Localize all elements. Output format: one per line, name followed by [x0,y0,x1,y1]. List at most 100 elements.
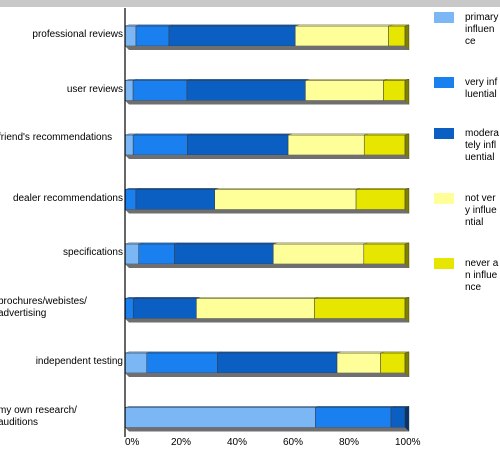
legend-swatch [434,193,454,204]
bar-segment [187,134,289,156]
bar-bottom-face [125,209,409,214]
bar-side-face [404,133,410,160]
x-tick-label: 100% [395,437,421,448]
bar-segment [294,25,389,47]
bar-segment-top [364,133,410,136]
bar-side-face [404,297,410,323]
bar-side-face [404,406,410,432]
bar-segment [390,407,406,428]
bar-segment [174,243,274,265]
bar-bottom-face [125,264,409,268]
bar-segment [380,352,406,374]
bar-segment-top [214,188,361,190]
category-label: specifications [62,247,123,258]
legend-label: very influential [465,77,498,100]
bar-segment-top [295,24,393,27]
category-label: dealer recommendations [12,192,123,204]
category-label: independent testing [35,356,123,367]
bar-segment-top [336,351,385,354]
bar-segment [124,134,134,156]
bar-segment [315,407,392,428]
bar-segment-top [135,24,173,27]
bar-segment [146,352,218,374]
bar-segment-top [186,79,310,81]
legend-swatch [434,77,454,88]
bar-bottom-face [125,155,409,159]
bar-segment-top [356,188,410,190]
bar-segment [124,298,134,319]
bar-segment [272,243,365,265]
bar-segment-top [288,133,369,136]
bar-segment-top [217,351,342,354]
bar-segment-top [133,79,191,81]
bar-segment-top [138,242,179,245]
bar-segment-top [363,242,410,245]
bar-segment-top [168,24,300,27]
bar-segment [287,134,365,156]
bar-side-face [404,188,410,214]
bar-segment [217,352,338,374]
bar-segment [124,25,137,47]
bar-segment-top [124,406,320,408]
bar-segment-top [380,351,410,354]
bar-side-face [404,24,410,51]
bar-segment [132,80,188,101]
bar-segment [336,352,381,374]
bar-bottom-face [125,373,409,377]
x-tick-label: 60% [283,437,304,448]
bar-side-face [404,79,410,105]
bar-segment-top [196,297,319,299]
bar-segment [314,298,406,319]
legend-label: not very influential [465,193,497,228]
category-label: my own research/ auditions [0,404,77,428]
category-label: user reviews [66,83,123,95]
bar-segment [135,25,170,47]
bar-bottom-face [125,427,409,432]
bar-segment [355,189,406,210]
bar-segment-top [187,133,293,136]
x-tick-label: 0% [125,437,140,448]
bar-segment [132,298,197,319]
bar-bottom-face [125,318,409,323]
x-tick-label: 20% [171,437,192,448]
bar-segment-top [146,351,222,354]
bar-segment [168,25,296,47]
bar-side-face [404,351,410,378]
bar-bottom-face [125,100,409,105]
bar-segment-top [305,79,388,81]
bar-segment-top [314,297,410,299]
category-label: friend's recommendations [0,132,113,143]
x-tick-label: 40% [227,437,248,448]
bar-segment-top [174,242,278,245]
x-tick-label: 80% [339,437,360,448]
bar-segment [363,243,406,265]
bar-segment [305,80,384,101]
category-label: professional reviews [32,29,123,40]
bar-segment-top [315,406,396,408]
bar-segment [132,134,188,156]
bar-segment [124,407,316,428]
bar-bottom-face [125,46,409,50]
bar-segment [186,80,306,101]
legend-label: primary influence [465,12,499,47]
bars-layer [124,24,410,432]
top-strip [0,0,500,7]
bar-segment [124,80,134,101]
bar-segment [135,189,215,210]
legend-swatch [434,258,454,269]
bar-segment-top [273,242,368,245]
bar-segment-top [133,297,201,299]
legend-swatch [434,12,454,23]
bar-segment [214,189,357,210]
category-label: brochures/webistes/ advertising [0,295,87,319]
bar-segment-top [133,133,192,136]
bar-segment [124,352,147,374]
bar-segment-top [135,188,219,190]
legend-label: never an influence [465,258,499,293]
bar-side-face [404,242,410,269]
bar-segment [138,243,175,265]
bar-segment [383,80,406,101]
bar-segment [124,189,137,210]
bar-segment [363,134,406,156]
